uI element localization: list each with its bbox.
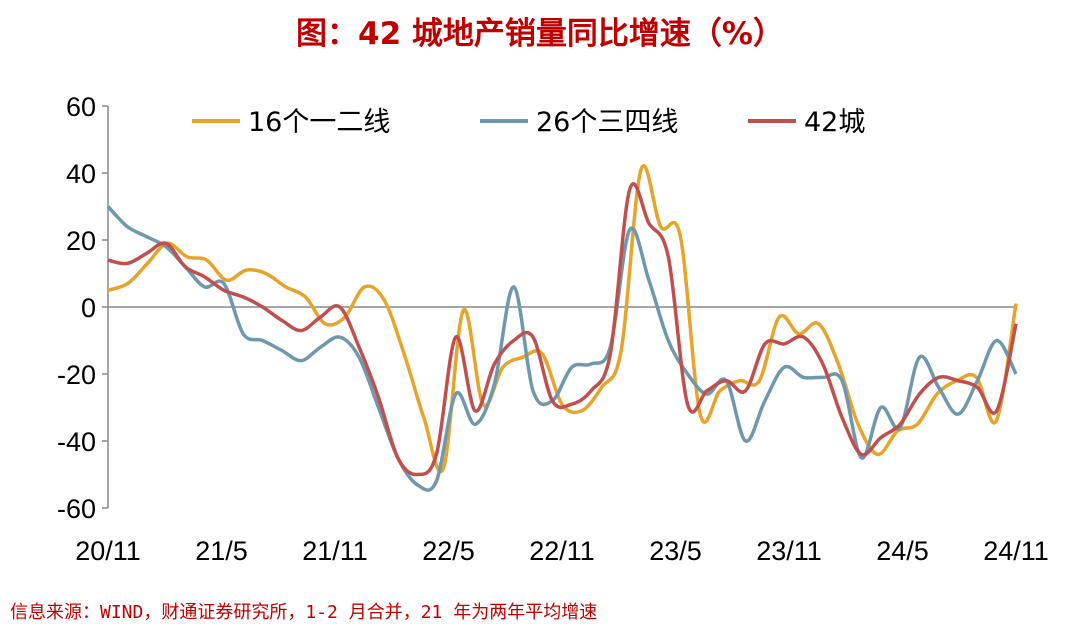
y-axis-ticks: 60 40 20 0 -20 -40 -60 bbox=[57, 92, 108, 524]
x-tick-label: 23/5 bbox=[649, 536, 702, 566]
series-line-2 bbox=[106, 205, 1018, 492]
x-tick-label: 21/5 bbox=[195, 536, 248, 566]
y-tick-label: 20 bbox=[66, 226, 96, 256]
y-tick-label: -20 bbox=[57, 360, 96, 390]
legend: 16个一二线 26个三四线 42城 bbox=[192, 107, 865, 138]
y-tick-label: -60 bbox=[57, 494, 96, 524]
legend-label: 26个三四线 bbox=[536, 107, 678, 138]
source-note: 信息来源：WIND，财通证券研究所，1-2 月合并，21 年为两年平均增速 bbox=[10, 602, 598, 623]
series-line-1 bbox=[107, 164, 1018, 474]
series-line-3 bbox=[107, 182, 1018, 477]
y-tick-label: -40 bbox=[57, 427, 96, 457]
y-tick-label: 40 bbox=[66, 159, 96, 189]
chart-title: 图：42 城地产销量同比增速（%） bbox=[296, 16, 784, 52]
x-tick-label: 24/5 bbox=[876, 536, 929, 566]
y-tick-label: 0 bbox=[81, 293, 96, 323]
x-tick-label: 20/11 bbox=[75, 536, 141, 566]
x-tick-label: 22/11 bbox=[529, 536, 595, 566]
legend-label: 42城 bbox=[804, 107, 865, 138]
x-tick-label: 22/5 bbox=[422, 536, 475, 566]
x-tick-label: 24/11 bbox=[983, 536, 1049, 566]
x-tick-label: 21/11 bbox=[302, 536, 368, 566]
x-axis-ticks: 20/11 21/5 21/11 22/5 22/11 23/5 23/11 24/5 24/1… bbox=[75, 536, 1049, 566]
series-lines bbox=[106, 164, 1018, 492]
x-tick-label: 23/11 bbox=[756, 536, 822, 566]
y-tick-label: 60 bbox=[66, 92, 96, 122]
axes bbox=[107, 106, 1016, 508]
legend-label: 16个一二线 bbox=[248, 107, 390, 138]
